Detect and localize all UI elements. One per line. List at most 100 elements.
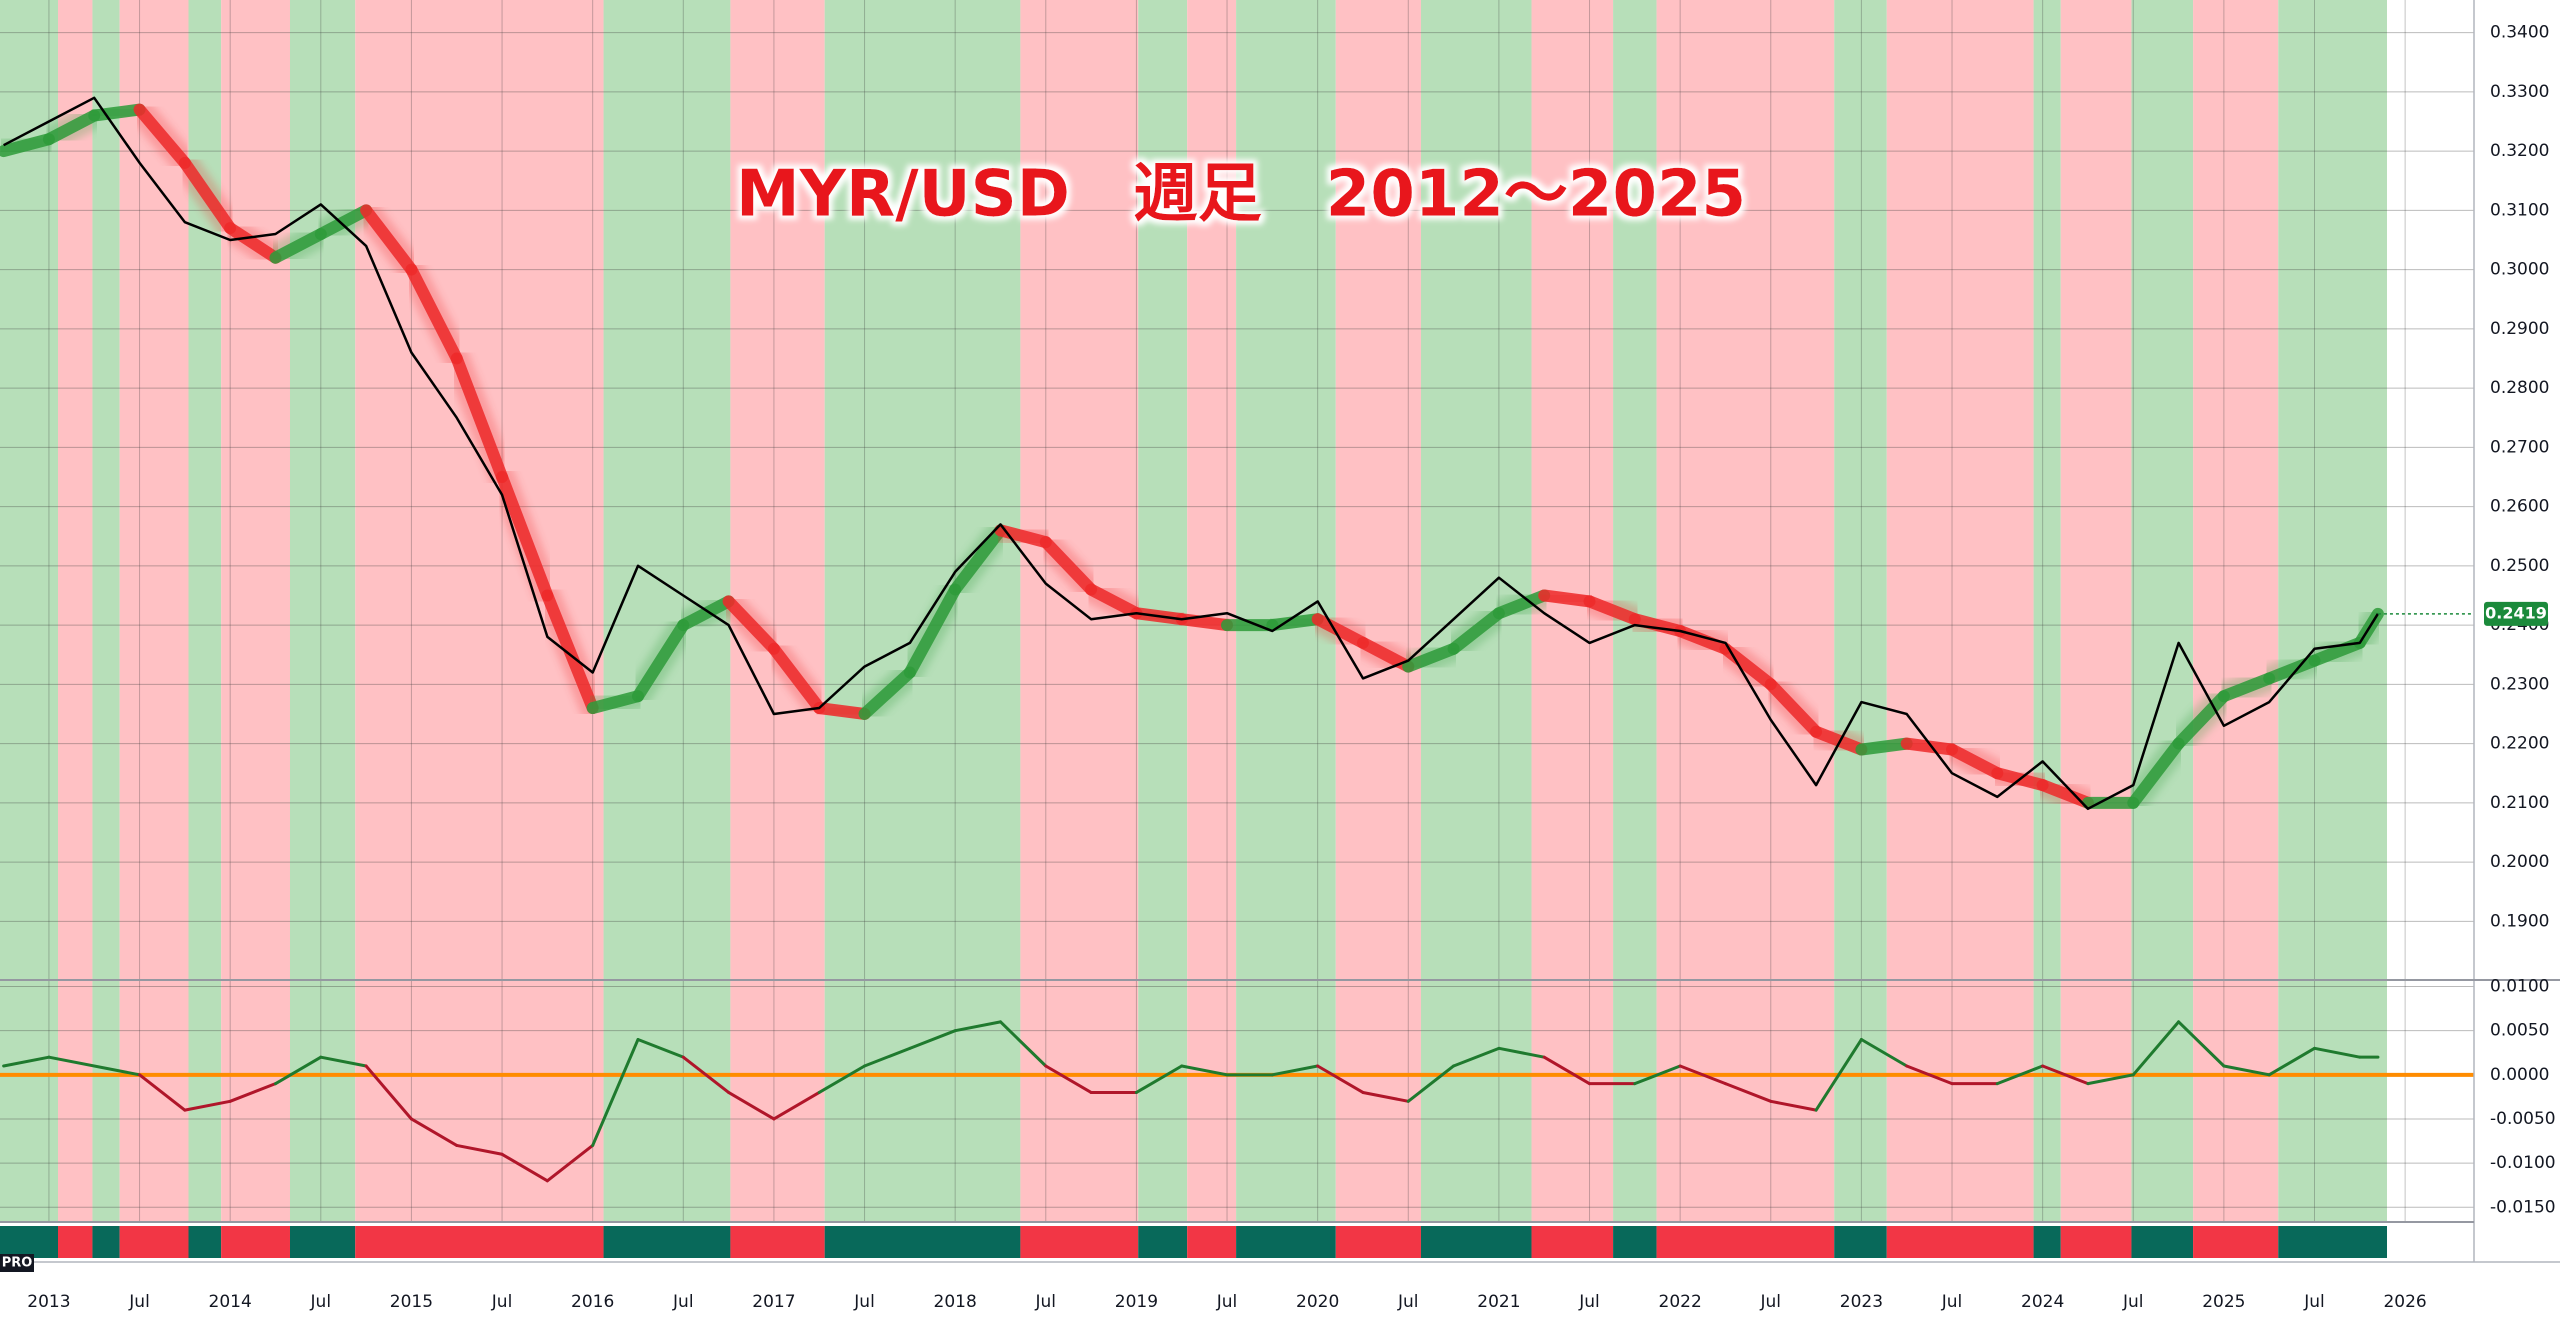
regime-band [57, 980, 93, 1222]
regime-strip [1886, 1226, 2034, 1258]
y-tick-label: 0.3300 [2490, 82, 2549, 102]
oscillator-segment [1180, 1064, 1229, 1077]
last-price-label: 0.2419 [2485, 603, 2547, 622]
x-tick-label: 2026 [2383, 1292, 2426, 1312]
regime-strip [824, 1226, 1021, 1258]
x-tick-label: 2016 [571, 1292, 614, 1312]
oscillator-segment [1678, 1064, 1727, 1086]
regime-strip [119, 1226, 189, 1258]
x-tick-label: Jul [491, 1292, 513, 1312]
regime-strip [1335, 1226, 1421, 1258]
regime-band [1834, 0, 1887, 980]
y-tick-label: 0.2300 [2490, 674, 2549, 694]
y-tick-label: 0.0050 [2490, 1021, 2549, 1041]
regime-band [1656, 0, 1835, 980]
y-tick-label: 0.2200 [2490, 734, 2549, 754]
x-tick-label: Jul [1941, 1292, 1963, 1312]
oscillator-segment [1134, 1064, 1184, 1094]
trend-segment [178, 156, 237, 235]
regime-band [2060, 980, 2132, 1222]
oscillator-segment [2222, 1064, 2271, 1077]
y-tick-label: 0.3100 [2490, 200, 2549, 220]
x-tick-label: Jul [1578, 1292, 1600, 1312]
y-tick-label: -0.0050 [2490, 1109, 2556, 1129]
oscillator-segment [1270, 1064, 1320, 1077]
oscillator-segment [500, 1152, 549, 1183]
oscillator-segment [1542, 1055, 1592, 1086]
y-tick-label: 0.0100 [2490, 977, 2549, 997]
x-tick-label: Jul [2303, 1292, 2325, 1312]
regime-band [289, 0, 356, 980]
regime-band [0, 980, 58, 1222]
x-tick-label: 2013 [27, 1292, 70, 1312]
regime-band [1236, 0, 1336, 980]
oscillator-segment [319, 1055, 368, 1068]
badge: PRO [2, 1256, 33, 1271]
regime-band [1531, 980, 1614, 1222]
price-line [3, 96, 2379, 811]
oscillator-segment [908, 1029, 957, 1050]
regime-band [289, 980, 356, 1222]
oscillator-segment [863, 1046, 912, 1068]
regime-band [2278, 0, 2388, 980]
y-tick-label: -0.0100 [2490, 1153, 2556, 1173]
regime-band [355, 0, 604, 980]
y-tick-label: 0.0000 [2490, 1065, 2549, 1085]
regime-band [57, 0, 93, 980]
grid [0, 0, 2474, 1222]
regime-band [824, 980, 1021, 1222]
x-tick-label: Jul [1035, 1292, 1057, 1312]
x-tick-label: Jul [1760, 1292, 1782, 1312]
x-tick-label: 2017 [752, 1292, 795, 1312]
oscillator-segment [2267, 1046, 2317, 1077]
oscillator-segment [1361, 1090, 1410, 1103]
regime-strip [1236, 1226, 1336, 1258]
regime-band [119, 980, 189, 1222]
regime-strip [221, 1226, 290, 1258]
regime-band [1187, 980, 1237, 1222]
regime-strip [57, 1226, 93, 1258]
y-tick-label: 0.2000 [2490, 852, 2549, 872]
oscillator-segment [273, 1055, 323, 1086]
x-tick-label: 2018 [934, 1292, 977, 1312]
regime-strip [0, 1226, 58, 1258]
oscillator-segment [228, 1082, 277, 1103]
oscillator-segment [138, 1073, 187, 1112]
x-tick-label: 2015 [390, 1292, 433, 1312]
regime-band [1335, 0, 1421, 980]
regime-strip [2278, 1226, 2388, 1258]
x-tick-label: 2023 [1840, 1292, 1883, 1312]
backgrounds [0, 0, 2388, 1258]
regime-strip [355, 1226, 604, 1258]
regime-band [1886, 980, 2034, 1222]
oscillator-segment [183, 1099, 232, 1112]
regime-band [2193, 0, 2279, 980]
regime-band [1613, 980, 1657, 1222]
oscillator-segment [681, 1055, 731, 1094]
regime-band [1531, 0, 1614, 980]
regime-band [1138, 0, 1188, 980]
oscillator-segment [1497, 1046, 1546, 1059]
regime-band [2131, 980, 2194, 1222]
y-tick-label: 0.2100 [2490, 793, 2549, 813]
regime-band [0, 0, 58, 980]
x-tick-label: Jul [128, 1292, 150, 1312]
y-tick-label: 0.3200 [2490, 141, 2549, 161]
regime-band [1187, 0, 1237, 980]
x-tick-label: Jul [310, 1292, 332, 1312]
regime-strip [730, 1226, 825, 1258]
marks [0, 96, 2474, 1183]
oscillator-segment [636, 1038, 685, 1059]
oscillator-segment [1769, 1099, 1818, 1112]
regime-band [1236, 980, 1336, 1222]
y-tick-label: 0.2800 [2490, 378, 2549, 398]
regime-strip [289, 1226, 356, 1258]
oscillator-segment [1044, 1064, 1093, 1094]
oscillator-segment [47, 1055, 142, 1077]
regime-strip [1020, 1226, 1139, 1258]
oscillator-segment [545, 1143, 595, 1183]
x-tick-label: Jul [2122, 1292, 2144, 1312]
regime-strip [188, 1226, 222, 1258]
regime-strip [1656, 1226, 1835, 1258]
